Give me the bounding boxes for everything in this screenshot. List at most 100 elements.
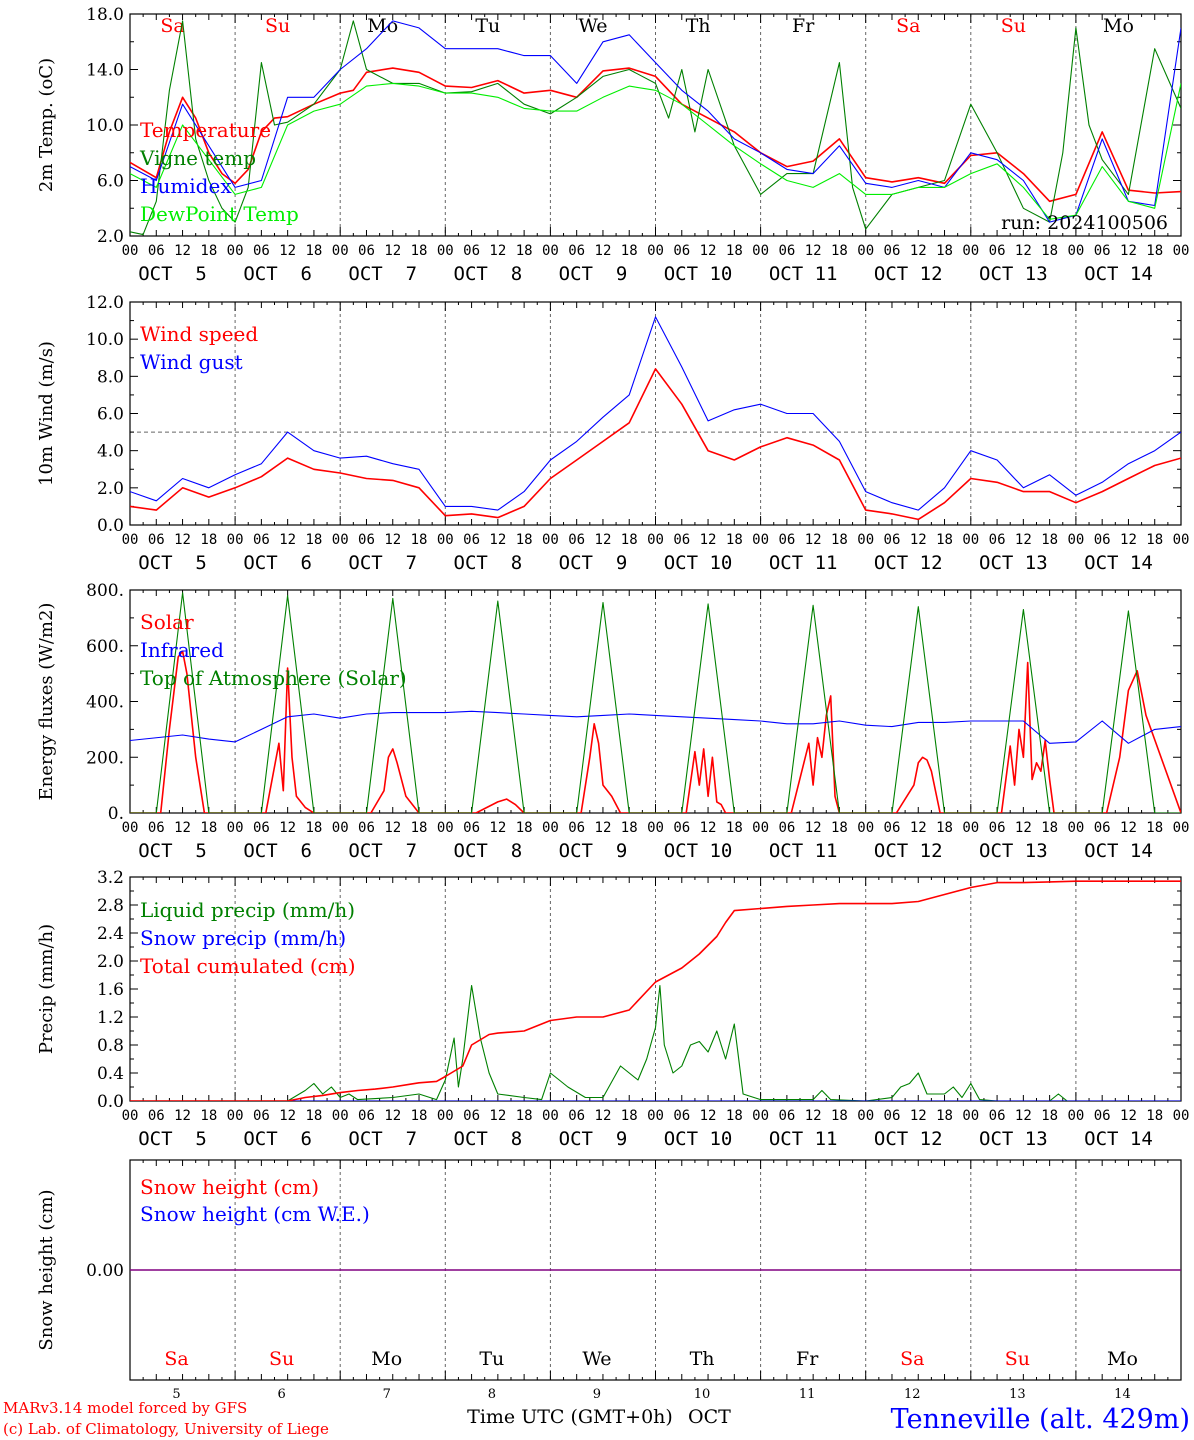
date-label: OCT 8 — [454, 263, 523, 285]
date-label: OCT 6 — [243, 840, 312, 862]
hour-tick-label: 00 — [542, 243, 559, 259]
hour-tick-label: 06 — [253, 820, 270, 836]
y-tick-label: 3.2 — [97, 868, 124, 888]
hour-tick-label: 06 — [673, 243, 690, 259]
day-of-week-label: Mo — [367, 15, 398, 37]
hour-tick-label: 00 — [1173, 532, 1190, 548]
hour-tick-label: 00 — [332, 243, 349, 259]
hour-tick-label: 00 — [122, 532, 139, 548]
hour-tick-label: 18 — [621, 820, 638, 836]
date-label: OCT 13 — [979, 840, 1048, 862]
hour-tick-label: 00 — [962, 820, 979, 836]
date-label: OCT 5 — [138, 840, 207, 862]
hour-tick-label: 00 — [857, 532, 874, 548]
legend-entry: Temperature — [140, 118, 271, 142]
hour-tick-label: 00 — [752, 532, 769, 548]
hour-tick-label: 00 — [962, 1108, 979, 1124]
y-tick-label: 800. — [86, 581, 124, 601]
y-tick-label: 2.0 — [97, 227, 124, 247]
hour-tick-label: 00 — [227, 820, 244, 836]
day-of-week-label: Sa — [160, 15, 184, 37]
legend-entry: Liquid precip (mm/h) — [140, 898, 355, 922]
hour-tick-label: 00 — [1173, 820, 1190, 836]
hour-tick-label: 12 — [805, 1108, 822, 1124]
hour-tick-label: 12 — [279, 243, 296, 259]
y-tick-label: 6.0 — [97, 405, 124, 425]
hour-tick-label: 12 — [384, 532, 401, 548]
date-label: OCT 9 — [559, 263, 628, 285]
hour-tick-label: 18 — [200, 532, 217, 548]
hour-tick-label: 00 — [647, 243, 664, 259]
y-tick-label: 0.00 — [86, 1261, 124, 1281]
day-of-week-label: Mo — [1103, 15, 1134, 37]
hour-tick-label: 06 — [1094, 532, 1111, 548]
series-line-1 — [130, 984, 1181, 1101]
hour-tick-label: 06 — [463, 243, 480, 259]
hour-tick-label: 18 — [726, 1108, 743, 1124]
series-line-3 — [130, 880, 1181, 1101]
panel-3: 0. 200. 400. 600. 800. Energy fluxes (W/m2) 00… — [36, 581, 1189, 862]
hour-tick-label: 18 — [831, 820, 848, 836]
hour-tick-label: 06 — [989, 532, 1006, 548]
hour-tick-label: 00 — [227, 1108, 244, 1124]
day-number-label: 9 — [593, 1387, 601, 1402]
hour-tick-label: 18 — [305, 532, 322, 548]
y-axis-label: Snow height (cm) — [36, 1189, 57, 1350]
hour-tick-label: 12 — [700, 1108, 717, 1124]
day-of-week-label: Su — [1005, 1348, 1030, 1370]
hour-tick-label: 06 — [989, 820, 1006, 836]
hour-tick-label: 18 — [1041, 820, 1058, 836]
hour-tick-label: 00 — [332, 1108, 349, 1124]
day-number-label: 10 — [694, 1387, 711, 1402]
hour-tick-label: 18 — [200, 243, 217, 259]
date-label: OCT 5 — [138, 552, 207, 574]
panel-5: 0.00 Snow height (cm) Sa 5 Su 6 Mo 7 Tu 8 We 9 Th 10 F… — [36, 1159, 1182, 1402]
y-tick-label: 10.0 — [86, 330, 124, 350]
day-of-week-label: Fr — [796, 1348, 819, 1370]
hour-tick-label: 18 — [200, 820, 217, 836]
hour-tick-label: 00 — [542, 532, 559, 548]
hour-tick-label: 00 — [752, 243, 769, 259]
date-label: OCT 5 — [138, 1128, 207, 1150]
legend-entry: Humidex — [140, 174, 232, 198]
series-line-1 — [130, 368, 1181, 521]
y-tick-label: 0. — [108, 804, 124, 824]
date-label: OCT 6 — [243, 263, 312, 285]
y-tick-label: 8.0 — [97, 367, 124, 387]
hour-tick-label: 06 — [148, 532, 165, 548]
hour-tick-label: 18 — [1146, 820, 1163, 836]
y-tick-label: 2.0 — [97, 479, 124, 499]
day-number-label: 7 — [383, 1387, 391, 1402]
y-tick-label: 12.0 — [86, 293, 124, 313]
station-title: Tenneville (alt. 429m) — [891, 1404, 1190, 1435]
date-label: OCT 7 — [348, 1128, 417, 1150]
hour-tick-label: 18 — [936, 820, 953, 836]
legend-entry: Snow height (cm W.E.) — [140, 1202, 370, 1226]
y-tick-label: 1.2 — [97, 1008, 124, 1028]
date-label: OCT 10 — [664, 263, 733, 285]
series-line-2 — [130, 316, 1181, 511]
legend-entry: Wind speed — [140, 322, 258, 346]
y-tick-label: 14.0 — [86, 61, 124, 81]
hour-tick-label: 12 — [910, 243, 927, 259]
y-tick-label: 4.0 — [97, 442, 124, 462]
hour-tick-label: 06 — [463, 532, 480, 548]
hour-tick-label: 18 — [621, 532, 638, 548]
hour-tick-label: 06 — [358, 820, 375, 836]
panel-2: 0.0 2.0 4.0 6.0 8.0 10.0 12.0 10m Wind (m/s) 00 0… — [36, 293, 1189, 574]
hour-tick-label: 12 — [1120, 532, 1137, 548]
hour-tick-label: 06 — [253, 1108, 270, 1124]
date-label: OCT 11 — [769, 552, 838, 574]
hour-tick-label: 12 — [1015, 1108, 1032, 1124]
y-tick-label: 0.4 — [97, 1064, 124, 1084]
hour-tick-label: 12 — [489, 532, 506, 548]
hour-tick-label: 12 — [279, 1108, 296, 1124]
hour-tick-label: 12 — [700, 243, 717, 259]
date-label: OCT 14 — [1084, 263, 1153, 285]
hour-tick-label: 12 — [700, 820, 717, 836]
day-of-week-label: Sa — [164, 1348, 188, 1370]
date-label: OCT 6 — [243, 552, 312, 574]
hour-tick-label: 12 — [595, 1108, 612, 1124]
y-tick-label: 18.0 — [86, 5, 124, 25]
